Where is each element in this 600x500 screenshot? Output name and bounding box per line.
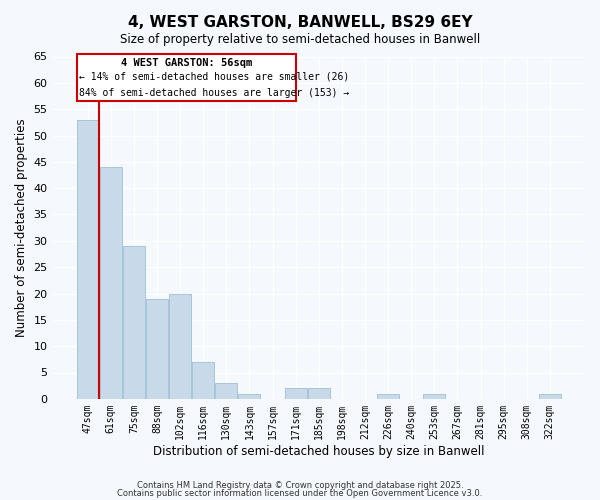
Text: 84% of semi-detached houses are larger (153) →: 84% of semi-detached houses are larger (… xyxy=(79,88,349,99)
Bar xyxy=(424,394,445,399)
Bar xyxy=(146,299,168,399)
Bar xyxy=(215,383,238,399)
Bar xyxy=(123,246,145,399)
Text: 4, WEST GARSTON, BANWELL, BS29 6EY: 4, WEST GARSTON, BANWELL, BS29 6EY xyxy=(128,15,472,30)
Text: ← 14% of semi-detached houses are smaller (26): ← 14% of semi-detached houses are smalle… xyxy=(79,72,349,82)
Bar xyxy=(100,167,122,399)
Text: Size of property relative to semi-detached houses in Banwell: Size of property relative to semi-detach… xyxy=(120,32,480,46)
Text: Contains HM Land Registry data © Crown copyright and database right 2025.: Contains HM Land Registry data © Crown c… xyxy=(137,480,463,490)
Bar xyxy=(77,120,98,399)
Bar xyxy=(377,394,399,399)
Bar xyxy=(284,388,307,399)
Bar xyxy=(308,388,330,399)
X-axis label: Distribution of semi-detached houses by size in Banwell: Distribution of semi-detached houses by … xyxy=(153,444,485,458)
Bar xyxy=(169,294,191,399)
Y-axis label: Number of semi-detached properties: Number of semi-detached properties xyxy=(15,118,28,337)
FancyBboxPatch shape xyxy=(77,54,296,102)
Bar xyxy=(192,362,214,399)
Bar xyxy=(238,394,260,399)
Text: Contains public sector information licensed under the Open Government Licence v3: Contains public sector information licen… xyxy=(118,489,482,498)
Text: 4 WEST GARSTON: 56sqm: 4 WEST GARSTON: 56sqm xyxy=(121,58,252,68)
Bar xyxy=(539,394,561,399)
